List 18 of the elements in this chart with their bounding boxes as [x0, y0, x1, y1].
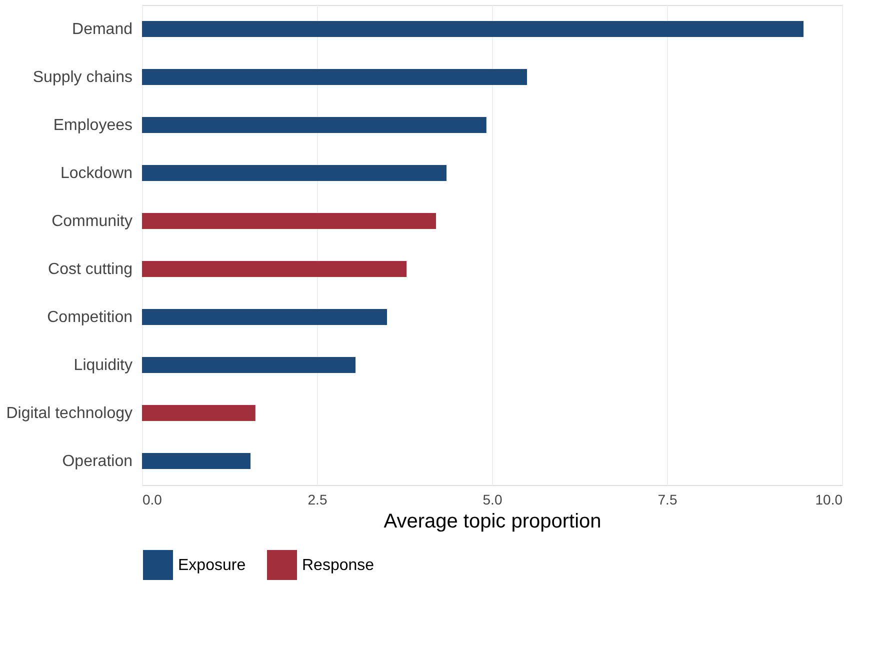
y-tick-label: Digital technology	[6, 405, 132, 422]
y-tick-label: Demand	[72, 21, 132, 38]
y-tick-label: Lockdown	[60, 165, 132, 182]
y-tick-label: Supply chains	[32, 69, 132, 86]
x-tick-label: 10.0	[815, 492, 843, 508]
y-tick-label: Employees	[53, 117, 132, 134]
y-tick-label: Community	[52, 213, 132, 230]
y-tick-label: Liquidity	[74, 357, 132, 374]
x-tick-label: 0.0	[142, 492, 162, 508]
x-tick-label: 2.5	[308, 492, 328, 508]
legend-label: Response	[302, 557, 374, 574]
legend-label: Exposure	[178, 557, 246, 574]
y-tick-label: Operation	[62, 453, 132, 470]
x-axis-title: Average topic proportion	[384, 510, 602, 532]
x-tick-label: 5.0	[482, 492, 502, 508]
y-tick-label: Competition	[47, 309, 132, 326]
y-tick-label: Cost cutting	[48, 261, 132, 278]
x-tick-label: 7.5	[658, 492, 678, 508]
